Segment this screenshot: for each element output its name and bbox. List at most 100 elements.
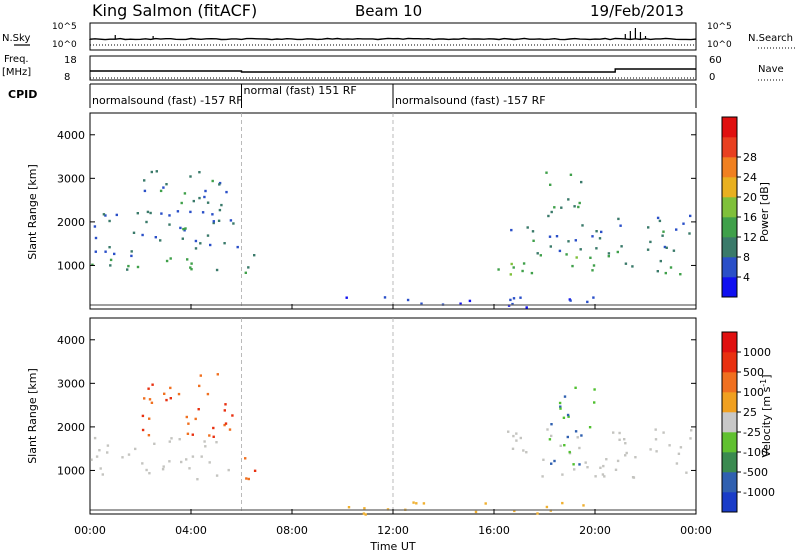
scatter-cell [616,459,620,463]
scatter-cell [223,409,226,412]
scatter-cell [561,501,564,505]
scatter-cell [497,268,500,271]
scatter-cell [599,466,602,469]
scatter-cell [196,478,199,481]
scatter-cell [236,245,239,249]
scatter-cell [201,211,205,214]
scatter-cell [149,211,152,215]
scatter-cell [231,414,234,417]
scatter-cell [160,212,163,215]
scatter-cell [127,453,131,456]
scatter-cell [668,444,671,447]
scatter-cell [618,438,621,441]
scatter-cell [649,240,652,244]
scatter-cell [655,450,658,453]
scatter-cell [420,302,423,305]
scatter-cell [363,507,366,510]
scatter-cell [620,245,623,248]
nsky-label: N.Sky [2,33,30,44]
scatter-cell [247,266,250,269]
beam-title: Beam 10 [355,2,422,20]
scatter-cell [688,232,691,235]
scatter-cell [548,235,552,238]
scatter-cell [181,237,184,240]
colorbar-tick-label: 16 [743,211,757,224]
scatter-cell [186,432,190,435]
scatter-cell [658,219,662,223]
y-tick-label: 3000 [57,377,85,390]
colorbar-tick-label: 20 [743,191,757,204]
scatter-cell [659,259,662,263]
scatter-cell [558,249,562,253]
scatter-cell [168,460,171,463]
power-y-axis: 1000 2000 3000 4000 [57,129,696,272]
scatter-cell [571,264,574,268]
scatter-cell [189,175,192,178]
scatter-cell [548,438,552,441]
time-x-axis: 00:00 04:00 08:00 12:00 16:00 20:00 00:00 [74,304,712,537]
scatter-cell [560,206,563,209]
scatter-cell [364,513,367,516]
scatter-cell [646,248,650,251]
scatter-cell [614,468,618,471]
scatter-cell [631,265,634,268]
scatter-cell [362,512,366,515]
colorbar-cell [722,412,737,433]
scatter-cell [647,226,650,229]
x-tick-label: 08:00 [276,524,308,537]
scatter-cell [675,228,678,231]
y-tick-label: 2000 [57,216,85,229]
velocity-scatter [90,318,696,516]
colorbar-cell [722,432,737,453]
scatter-cell [147,387,150,390]
scatter-cell [141,414,145,418]
scatter-cell [215,441,218,444]
scatter-cell [227,468,230,472]
scatter-cell [177,392,181,396]
scatter-cell [212,435,215,438]
scatter-cell [664,271,667,275]
scatter-cell [244,457,247,460]
scatter-cell [159,189,163,193]
scatter-cell [106,451,109,454]
scatter-cell [512,297,516,300]
scatter-cell [198,384,201,388]
scatter-cell [182,227,185,231]
x-tick-label: 00:00 [74,524,106,537]
freq-panel [89,55,697,81]
scatter-cell [148,417,151,420]
scatter-cell [563,395,567,398]
scatter-cell [578,201,581,205]
cpid-segment-label: normal (fast) 151 RF [244,84,357,97]
velocity-ylabel: Slant Range [km] [26,368,39,464]
scatter-cell [591,269,594,272]
nsky-tick-low: 10^0 [52,40,77,50]
scatter-cell [212,221,215,225]
scatter-cell [623,438,626,441]
scatter-cell [662,230,665,233]
scatter-cell [209,243,212,247]
scatter-cell [136,212,139,215]
scatter-cell [253,469,257,472]
scatter-cell [383,296,387,299]
nave-tick-low: 0 [709,72,715,83]
scatter-cell [656,270,659,273]
scatter-cell [93,436,97,440]
scatter-cell [215,268,219,272]
scatter-cell [215,474,219,477]
scatter-cell [536,252,539,255]
scatter-cell [602,464,605,468]
scatter-cell [244,271,247,274]
scatter-cell [220,203,223,207]
scatter-cell [654,428,657,431]
scatter-cell [512,266,515,269]
scatter-cell [581,224,584,227]
scatter-cell [603,475,606,478]
power-colorbar: 4 8 12 16 20 24 28 [721,116,757,298]
scatter-cell [550,462,553,465]
scatter-cell [162,186,165,189]
scatter-cell [574,430,578,433]
scatter-cell [510,262,513,266]
scatter-cell [211,179,214,183]
